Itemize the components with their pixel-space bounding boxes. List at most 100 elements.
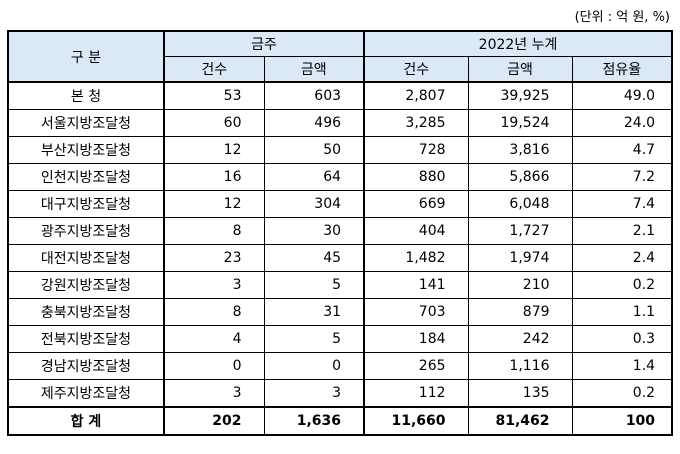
cell-week-count: 8 — [163, 217, 265, 245]
cell-cum-count: 728 — [363, 136, 469, 164]
cell-week-amount: 30 — [263, 217, 365, 245]
cell-cum-amount: 39,925 — [467, 81, 573, 110]
table-row: 광주지방조달청 8 30 404 1,727 2.1 — [7, 217, 673, 245]
cell-name: 부산지방조달청 — [7, 136, 165, 164]
cell-cum-count: 669 — [363, 190, 469, 218]
cell-week-amount: 45 — [263, 244, 365, 272]
cell-week-count: 23 — [163, 244, 265, 272]
cell-name: 대전지방조달청 — [7, 244, 165, 272]
cell-cum-amount: 19,524 — [467, 109, 573, 137]
cell-week-amount: 496 — [263, 109, 365, 137]
cell-week-amount: 31 — [263, 298, 365, 326]
table-row: 전북지방조달청 4 5 184 242 0.3 — [7, 325, 673, 353]
cell-week-count: 53 — [163, 81, 265, 110]
cell-cum-amount: 242 — [467, 325, 573, 353]
cell-name: 제주지방조달청 — [7, 379, 165, 408]
cell-cum-amount: 879 — [467, 298, 573, 326]
cell-name: 본 청 — [7, 81, 165, 110]
cell-name: 광주지방조달청 — [7, 217, 165, 245]
procurement-table: 구 분 금주 2022년 누계 건수 금액 건수 금액 점유율 본 청 53 603… — [7, 30, 674, 436]
cell-cum-amount: 1,974 — [467, 244, 573, 272]
cell-week-amount: 50 — [263, 136, 365, 164]
total-share: 100 — [571, 406, 673, 436]
cell-cum-count: 703 — [363, 298, 469, 326]
cell-week-count: 0 — [163, 352, 265, 380]
cell-week-amount: 0 — [263, 352, 365, 380]
cell-share: 1.4 — [571, 352, 673, 380]
cell-week-amount: 603 — [263, 81, 365, 110]
cell-name: 충북지방조달청 — [7, 298, 165, 326]
cell-share: 24.0 — [571, 109, 673, 137]
header-cum-amount: 금액 — [467, 56, 573, 83]
cell-week-count: 12 — [163, 190, 265, 218]
total-week-amount: 1,636 — [263, 406, 365, 436]
cell-week-count: 60 — [163, 109, 265, 137]
cell-cum-count: 141 — [363, 271, 469, 299]
cell-week-amount: 64 — [263, 163, 365, 191]
total-cum-count: 11,660 — [363, 406, 469, 436]
cell-name: 전북지방조달청 — [7, 325, 165, 353]
table-row: 강원지방조달청 3 5 141 210 0.2 — [7, 271, 673, 299]
cell-week-amount: 5 — [263, 271, 365, 299]
cell-share: 0.3 — [571, 325, 673, 353]
cell-cum-count: 404 — [363, 217, 469, 245]
table-row: 본 청 53 603 2,807 39,925 49.0 — [7, 81, 673, 110]
cell-cum-count: 184 — [363, 325, 469, 353]
cell-share: 4.7 — [571, 136, 673, 164]
header-week-count: 건수 — [163, 56, 265, 83]
cell-week-count: 8 — [163, 298, 265, 326]
header-cum-count: 건수 — [363, 56, 469, 83]
header-week-group: 금주 — [162, 30, 365, 57]
table-row: 대전지방조달청 23 45 1,482 1,974 2.4 — [7, 244, 673, 272]
unit-note: (단위 : 억 원, %) — [574, 10, 670, 25]
header-cumulative-group: 2022년 누계 — [363, 30, 673, 57]
cell-cum-count: 265 — [363, 352, 469, 380]
cell-cum-count: 2,807 — [363, 81, 469, 110]
total-cum-amount: 81,462 — [467, 406, 573, 436]
cell-cum-amount: 6,048 — [467, 190, 573, 218]
cell-name: 강원지방조달청 — [7, 271, 165, 299]
table-row: 대구지방조달청 12 304 669 6,048 7.4 — [7, 190, 673, 218]
header-week-amount: 금액 — [263, 56, 365, 83]
cell-share: 2.4 — [571, 244, 673, 272]
cell-cum-amount: 3,816 — [467, 136, 573, 164]
table-body: 본 청 53 603 2,807 39,925 49.0 서울지방조달청 60 496 3,285… — [7, 81, 673, 436]
cell-cum-amount: 1,727 — [467, 217, 573, 245]
header-category: 구 분 — [7, 30, 165, 83]
cell-cum-amount: 1,116 — [467, 352, 573, 380]
cell-share: 1.1 — [571, 298, 673, 326]
cell-week-amount: 304 — [263, 190, 365, 218]
total-week-count: 202 — [163, 406, 265, 436]
cell-share: 7.2 — [571, 163, 673, 191]
table-row: 서울지방조달청 60 496 3,285 19,524 24.0 — [7, 109, 673, 137]
cell-week-count: 3 — [163, 379, 265, 408]
cell-cum-count: 112 — [363, 379, 469, 408]
cell-week-amount: 3 — [263, 379, 365, 408]
header-row-1: 구 분 금주 2022년 누계 — [7, 30, 673, 83]
cell-week-count: 16 — [163, 163, 265, 191]
header-share: 점유율 — [571, 56, 673, 83]
total-name: 합 계 — [7, 406, 165, 436]
cell-name: 대구지방조달청 — [7, 190, 165, 218]
cell-share: 0.2 — [571, 271, 673, 299]
table-row: 부산지방조달청 12 50 728 3,816 4.7 — [7, 136, 673, 164]
table-row: 충북지방조달청 8 31 703 879 1.1 — [7, 298, 673, 326]
cell-name: 인천지방조달청 — [7, 163, 165, 191]
header-row-2: 건수 금액 건수 금액 점유율 — [8, 56, 673, 83]
table-row: 제주지방조달청 3 3 112 135 0.2 — [7, 379, 673, 408]
cell-cum-amount: 210 — [467, 271, 573, 299]
cell-cum-count: 880 — [363, 163, 469, 191]
cell-week-amount: 5 — [263, 325, 365, 353]
cell-week-count: 4 — [163, 325, 265, 353]
table-row: 인천지방조달청 16 64 880 5,866 7.2 — [7, 163, 673, 191]
cell-week-count: 3 — [163, 271, 265, 299]
cell-share: 0.2 — [571, 379, 673, 408]
cell-name: 경남지방조달청 — [7, 352, 165, 380]
cell-cum-count: 1,482 — [363, 244, 469, 272]
cell-share: 2.1 — [571, 217, 673, 245]
cell-week-count: 12 — [163, 136, 265, 164]
cell-cum-amount: 135 — [467, 379, 573, 408]
cell-cum-amount: 5,866 — [467, 163, 573, 191]
cell-name: 서울지방조달청 — [7, 109, 165, 137]
cell-share: 7.4 — [571, 190, 673, 218]
